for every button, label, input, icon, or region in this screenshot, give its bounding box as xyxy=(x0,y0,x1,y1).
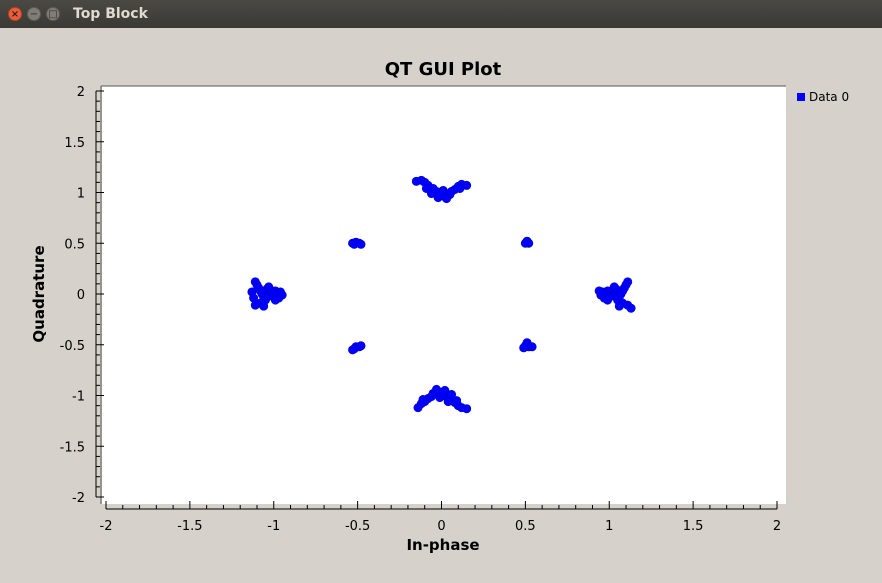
x-tick-label: -0.5 xyxy=(345,519,370,534)
y-tick-label: 1.5 xyxy=(64,136,85,151)
y-tick-label: 2 xyxy=(77,85,85,100)
y-tick-label: -1 xyxy=(72,390,85,405)
plot-canvas[interactable] xyxy=(102,86,786,504)
data-point xyxy=(277,290,287,300)
data-point xyxy=(614,301,624,311)
window-maximize-icon[interactable]: □ xyxy=(46,7,60,21)
x-tick-label: 1.5 xyxy=(683,519,704,534)
data-point xyxy=(356,239,366,249)
data-point xyxy=(438,387,448,397)
data-point xyxy=(527,342,537,352)
y-tick-label: -2 xyxy=(72,491,85,506)
data-point xyxy=(443,397,453,407)
data-point xyxy=(356,341,366,351)
constellation-chart: QT GUI Plot 2 1.5 1 0.5 0 -0.5 -1 -1.5 -2 -2 -1.5… xyxy=(30,59,849,554)
data-point xyxy=(249,293,259,303)
legend-swatch xyxy=(797,93,805,101)
window-title: Top Block xyxy=(73,6,148,22)
window-close-icon[interactable]: × xyxy=(8,7,22,21)
legend-entry-data-0[interactable]: Data 0 xyxy=(809,90,849,104)
data-point xyxy=(259,301,269,311)
x-tick-label: -2 xyxy=(100,519,113,534)
y-tick-label: 1 xyxy=(77,187,85,202)
y-tick-label: -0.5 xyxy=(60,339,85,354)
chart-title: QT GUI Plot xyxy=(385,59,502,80)
x-tick-label: 0 xyxy=(437,519,445,534)
data-point xyxy=(435,191,445,201)
y-tick-label: 0 xyxy=(77,288,85,303)
data-point xyxy=(594,286,604,296)
data-point xyxy=(270,295,280,305)
y-axis-label: Quadrature xyxy=(30,245,48,342)
data-point xyxy=(626,303,636,313)
y-axis: 2 1.5 1 0.5 0 -0.5 -1 -1.5 -2 xyxy=(60,85,104,506)
data-point xyxy=(426,392,436,402)
data-point xyxy=(421,183,431,193)
x-tick-label: -1 xyxy=(267,519,280,534)
data-point xyxy=(455,183,465,193)
x-tick-label: 0.5 xyxy=(515,519,536,534)
data-point xyxy=(264,282,274,292)
data-point xyxy=(418,395,428,405)
data-point xyxy=(452,396,462,406)
data-point xyxy=(603,295,613,305)
y-tick-label: 0.5 xyxy=(64,237,85,252)
data-point xyxy=(413,403,423,413)
data-point xyxy=(519,343,529,353)
data-point xyxy=(520,238,530,248)
data-point xyxy=(447,186,457,196)
x-tick-label: 2 xyxy=(773,519,781,534)
data-point xyxy=(609,282,619,292)
window-minimize-icon[interactable]: − xyxy=(27,7,41,21)
window-titlebar: × − □ Top Block xyxy=(0,0,882,28)
x-tick-label: -1.5 xyxy=(177,519,202,534)
scatter-points xyxy=(247,175,636,414)
y-tick-label: -1.5 xyxy=(60,440,85,455)
x-tick-label: 1 xyxy=(605,519,613,534)
x-axis: -2 -1.5 -1 -0.5 0 0.5 1 1.5 2 xyxy=(100,501,781,534)
x-axis-label: In-phase xyxy=(406,536,479,554)
